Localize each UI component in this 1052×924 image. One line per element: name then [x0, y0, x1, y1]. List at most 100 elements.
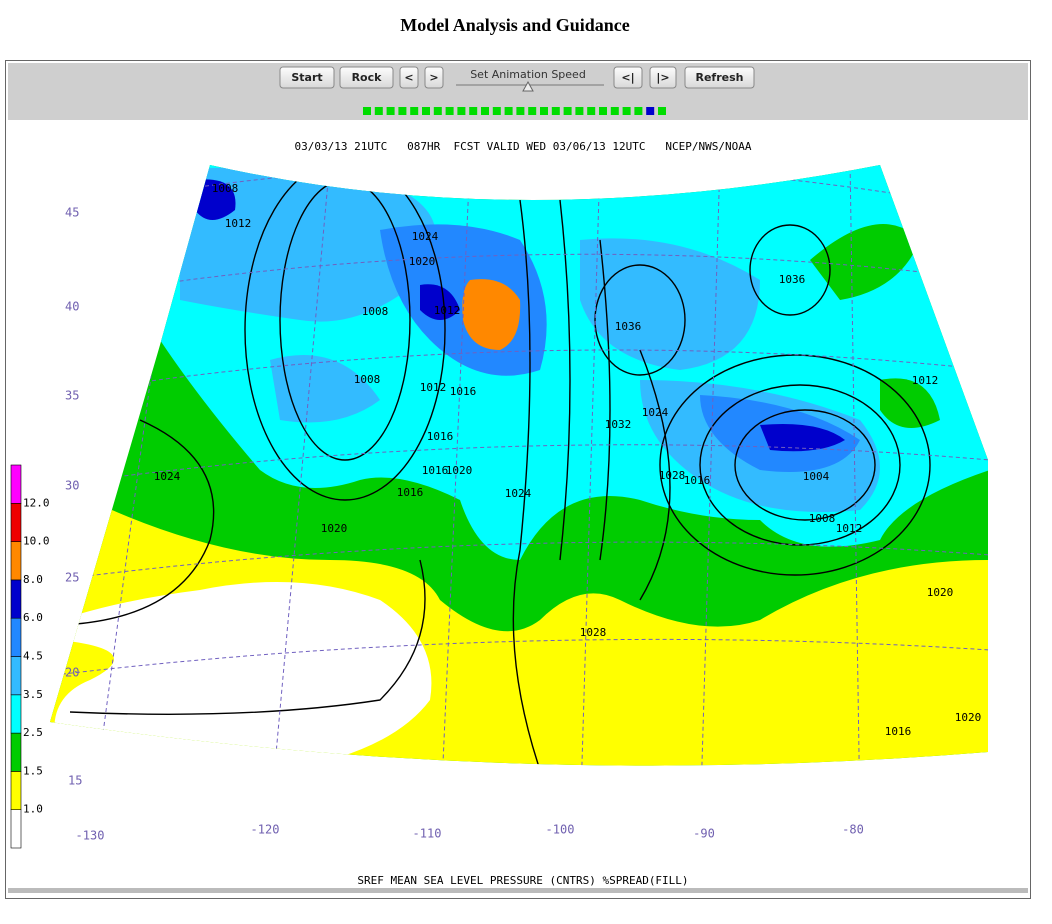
button-label: Rock — [352, 71, 383, 84]
contour-label: 1008 — [354, 373, 381, 386]
lat-label: 35 — [65, 389, 79, 403]
button[interactable]: Refresh — [684, 66, 755, 89]
button-face — [613, 66, 643, 89]
frame-square[interactable] — [433, 107, 442, 115]
frame-square[interactable] — [445, 107, 454, 115]
legend-label: 3.5 — [23, 688, 43, 701]
legend-swatch — [10, 617, 22, 657]
button[interactable]: |> — [649, 66, 677, 89]
page-title: Model Analysis and Guidance — [400, 15, 630, 35]
lat-label: 30 — [65, 479, 79, 493]
lat-label: 20 — [65, 666, 79, 680]
spread-region — [760, 424, 845, 452]
button[interactable]: Start — [279, 66, 335, 89]
frame-square[interactable] — [540, 107, 548, 115]
frame-square[interactable] — [410, 107, 419, 115]
legend-swatch — [10, 694, 22, 734]
contour-label: 1008 — [212, 182, 239, 195]
contour-label: 1016 — [397, 486, 424, 499]
contour-label: 1020 — [321, 522, 348, 535]
contour-label: 1016 — [422, 464, 449, 477]
frame-square[interactable] — [622, 107, 631, 115]
lon-label: -100 — [546, 823, 575, 837]
contour-label: 1020 — [955, 711, 982, 724]
frame-square[interactable] — [563, 107, 572, 115]
frame-square[interactable] — [374, 107, 383, 115]
frame-square[interactable] — [469, 107, 478, 115]
button-face — [339, 66, 394, 89]
spread-region — [195, 179, 236, 220]
frame-square[interactable] — [457, 107, 466, 115]
lon-label: -90 — [693, 827, 715, 841]
frame-square[interactable] — [504, 107, 513, 115]
contour-label: 1008 — [362, 305, 389, 318]
legend-swatch — [10, 579, 22, 619]
frame-square[interactable] — [398, 107, 407, 115]
frame-square[interactable] — [363, 107, 371, 115]
frame-square[interactable] — [516, 107, 525, 115]
contour-label: 1020 — [409, 255, 436, 268]
frame-square[interactable] — [599, 107, 607, 115]
contour-label: 1016 — [427, 430, 454, 443]
frame-square[interactable] — [646, 107, 655, 115]
legend-label: 10.0 — [23, 535, 50, 548]
lat-label: 25 — [65, 571, 79, 585]
contour-label: 1032 — [605, 418, 632, 431]
button-face — [399, 66, 419, 89]
contour-label: 1012 — [420, 381, 447, 394]
frame-square[interactable] — [422, 107, 430, 115]
button-label: <| — [621, 71, 634, 84]
button-face — [424, 66, 444, 89]
legend-swatch — [10, 656, 22, 696]
button-label: Refresh — [696, 71, 744, 84]
lon-label: -120 — [251, 823, 280, 837]
legend-swatch — [10, 809, 22, 849]
legend-swatch — [10, 541, 22, 581]
button-face — [649, 66, 677, 89]
frame-square[interactable] — [610, 107, 619, 115]
frame-square[interactable] — [575, 107, 584, 115]
frame-square[interactable] — [528, 107, 537, 115]
frame-square[interactable] — [386, 107, 395, 115]
button-label: Start — [291, 71, 322, 84]
contour-label: 1012 — [836, 522, 863, 535]
button-face — [279, 66, 335, 89]
lon-label: -80 — [842, 823, 864, 837]
button[interactable]: > — [424, 66, 444, 89]
spread-region — [810, 224, 920, 300]
map-footer: SREF MEAN SEA LEVEL PRESSURE (CNTRS) %SP… — [357, 874, 688, 887]
contour-label: 1024 — [642, 406, 669, 419]
speed-label: Set Animation Speed — [470, 68, 586, 81]
contour-label: 1012 — [225, 217, 252, 230]
contour-label: 1020 — [927, 586, 954, 599]
lat-label: 45 — [65, 206, 79, 220]
frame-square[interactable] — [658, 107, 666, 115]
lat-label: 40 — [65, 300, 79, 314]
frame-square[interactable] — [551, 107, 560, 115]
frame-square[interactable] — [587, 107, 596, 115]
button[interactable]: Rock — [339, 66, 394, 89]
legend-swatch — [10, 732, 22, 772]
map-fill — [50, 165, 988, 766]
button-label: < — [404, 71, 413, 84]
contour-label: 1028 — [659, 469, 686, 482]
contour-label: 1020 — [446, 464, 473, 477]
contour-label: 1008 — [809, 512, 836, 525]
lon-label: -110 — [413, 827, 442, 841]
button[interactable]: <| — [613, 66, 643, 89]
button[interactable]: < — [399, 66, 419, 89]
contour-label: 1024 — [154, 470, 181, 483]
frame-square[interactable] — [481, 107, 489, 115]
legend-label: 1.5 — [23, 764, 43, 777]
contour-label: 1024 — [505, 487, 532, 500]
legend-label: 4.5 — [23, 650, 43, 663]
frame-square[interactable] — [492, 107, 501, 115]
bottom-bar — [8, 888, 1028, 893]
legend-label: 8.0 — [23, 573, 43, 586]
spread-region — [54, 582, 432, 760]
speed-slider[interactable] — [522, 80, 534, 92]
frame-square[interactable] — [634, 107, 643, 115]
legend-swatch — [10, 771, 22, 811]
contour-label: 1012 — [912, 374, 939, 387]
